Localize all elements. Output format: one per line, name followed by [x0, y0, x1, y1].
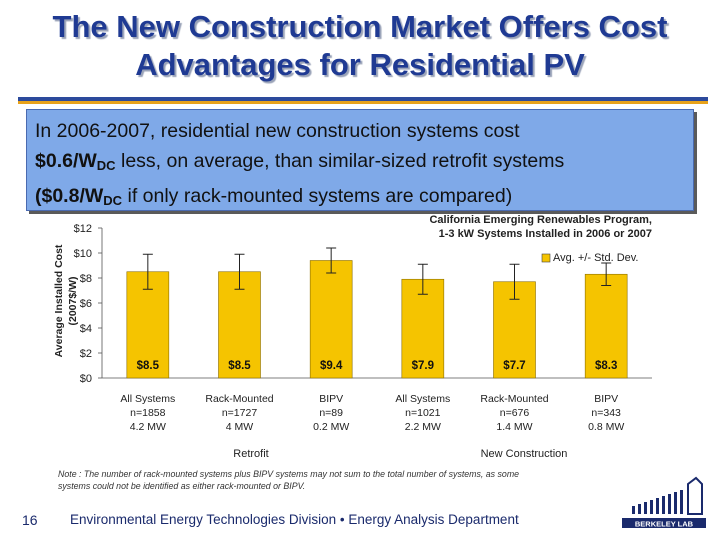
- callout-value-1: $0.6/W: [35, 150, 97, 172]
- chart-note-line-1: Note : The number of rack-mounted system…: [58, 469, 519, 479]
- legend-swatch: [541, 253, 551, 263]
- x-category-label: Rack-Mounted: [205, 393, 273, 405]
- x-category-capacity: 1.4 MW: [496, 421, 532, 433]
- x-category-label: BIPV: [319, 393, 343, 405]
- bar-value-label: $7.7: [503, 360, 525, 372]
- bar: [126, 271, 170, 379]
- y-tick-label: $8: [80, 273, 92, 285]
- chart-title-line-2: 1-3 kW Systems Installed in 2006 or 2007: [439, 228, 652, 240]
- y-tick-label: $2: [80, 348, 92, 360]
- bar-value-label: $8.5: [228, 360, 251, 372]
- x-category-capacity: 4.2 MW: [130, 421, 166, 433]
- y-tick-label: $0: [80, 373, 92, 385]
- x-category-label: BIPV: [594, 393, 618, 405]
- x-category-label: All Systems: [120, 393, 175, 405]
- footer-text: Environmental Energy Technologies Divisi…: [70, 512, 519, 527]
- callout-line-2: less, on average, than similar-sized ret…: [115, 150, 565, 172]
- title-rule-orange: [18, 101, 708, 104]
- bar-value-label: $9.4: [320, 360, 343, 372]
- callout-sub-1: DC: [96, 158, 116, 173]
- y-axis-label-line-2: (2007$/W): [67, 276, 79, 325]
- x-category-count: n=1858: [130, 407, 165, 419]
- chart-title-line-1: California Emerging Renewables Program,: [429, 214, 652, 226]
- chart-note-line-2: systems could not be identified as eithe…: [58, 481, 305, 491]
- chart-area: California Emerging Renewables Program, …: [40, 212, 680, 502]
- x-category-count: n=89: [319, 407, 343, 419]
- slide-number: 16: [22, 512, 38, 528]
- logo-text: BERKELEY LAB: [635, 520, 694, 529]
- x-category-count: n=1021: [405, 407, 440, 419]
- berkeley-lab-logo: BERKELEY LAB: [614, 476, 710, 536]
- y-tick-label: $4: [80, 323, 92, 335]
- y-tick-label: $10: [74, 248, 92, 260]
- group-label-retrofit: Retrofit: [233, 448, 268, 460]
- x-category-label: Rack-Mounted: [480, 393, 548, 405]
- summary-callout: In 2006-2007, residential new constructi…: [26, 109, 694, 211]
- callout-line-1: In 2006-2007, residential new constructi…: [35, 120, 520, 142]
- cost-bar-chart: California Emerging Renewables Program, …: [53, 214, 652, 491]
- legend-label: Avg. +/- Std. Dev.: [553, 252, 639, 264]
- bar-value-label: $8.3: [595, 360, 617, 372]
- x-category-count: n=676: [500, 407, 530, 419]
- y-tick-label: $6: [80, 298, 92, 310]
- callout-sub-2: DC: [103, 193, 123, 208]
- x-category-capacity: 2.2 MW: [405, 421, 441, 433]
- y-tick-label: $12: [74, 223, 92, 235]
- x-category-count: n=1727: [222, 407, 257, 419]
- bar-value-label: $7.9: [412, 360, 434, 372]
- slide-title: The New Construction Market Offers Cost …: [52, 9, 668, 82]
- callout-line-3: if only rack-mounted systems are compare…: [122, 185, 513, 207]
- x-category-capacity: 0.2 MW: [313, 421, 349, 433]
- group-label-new-construction: New Construction: [481, 448, 568, 460]
- x-category-label: All Systems: [395, 393, 450, 405]
- x-category-count: n=343: [591, 407, 621, 419]
- x-category-capacity: 4 MW: [226, 421, 254, 433]
- callout-value-2: ($0.8/W: [35, 185, 104, 207]
- y-axis-label-line-1: Average Installed Cost: [53, 244, 65, 357]
- bar-value-label: $8.5: [137, 360, 160, 372]
- bar: [584, 273, 628, 379]
- title-rule-blue: [18, 97, 708, 101]
- x-category-capacity: 0.8 MW: [588, 421, 624, 433]
